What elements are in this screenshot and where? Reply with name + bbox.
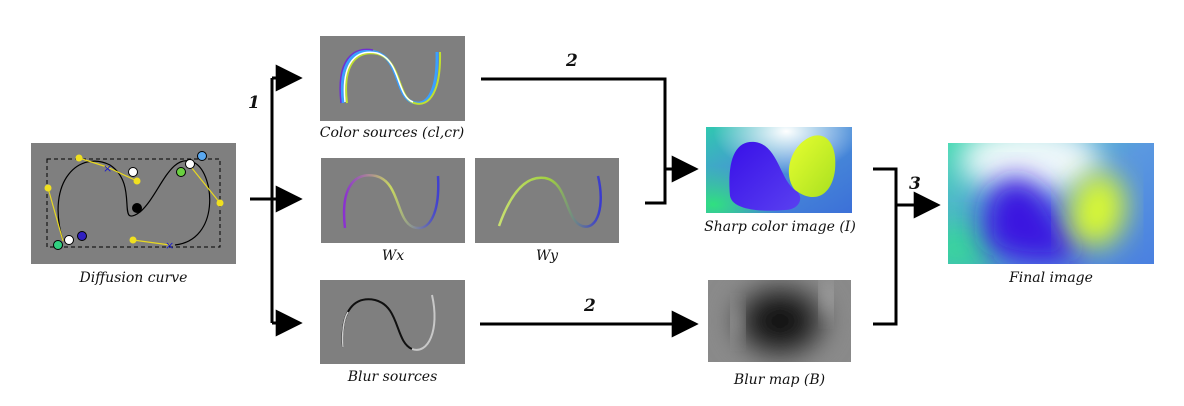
step-label-2-blur: 2	[584, 296, 596, 316]
caption-blur-sources: Blur sources	[347, 369, 438, 385]
caption-wx: Wx	[381, 248, 405, 264]
caption-diffusion-curve: Diffusion curve	[79, 270, 188, 286]
control-points: × ×	[44, 151, 224, 252]
diffusion-curve-panel: × ×	[31, 143, 236, 264]
control-handles	[47, 157, 221, 246]
caption-blur-map: Blur map (B)	[733, 372, 826, 388]
caption-color-sources: Color sources (cl,cr)	[319, 125, 465, 141]
blur-sources-panel	[320, 280, 465, 364]
caption-sharp-color-image: Sharp color image (I)	[704, 219, 856, 235]
step-label-3: 3	[909, 174, 921, 194]
svg-text:×: ×	[165, 239, 174, 252]
step-label-1: 1	[248, 93, 260, 113]
color-sources-panel	[320, 36, 465, 121]
blur-map-panel	[708, 280, 851, 362]
caption-final-image: Final image	[1009, 270, 1093, 286]
final-image-panel	[948, 143, 1154, 264]
wy-panel	[475, 158, 619, 243]
wx-panel	[321, 158, 465, 243]
caption-wy: Wy	[536, 248, 558, 264]
svg-text:×: ×	[103, 162, 112, 175]
sharp-color-image-panel	[706, 127, 852, 213]
arrows	[250, 64, 941, 338]
step-label-2-color: 2	[566, 51, 578, 71]
